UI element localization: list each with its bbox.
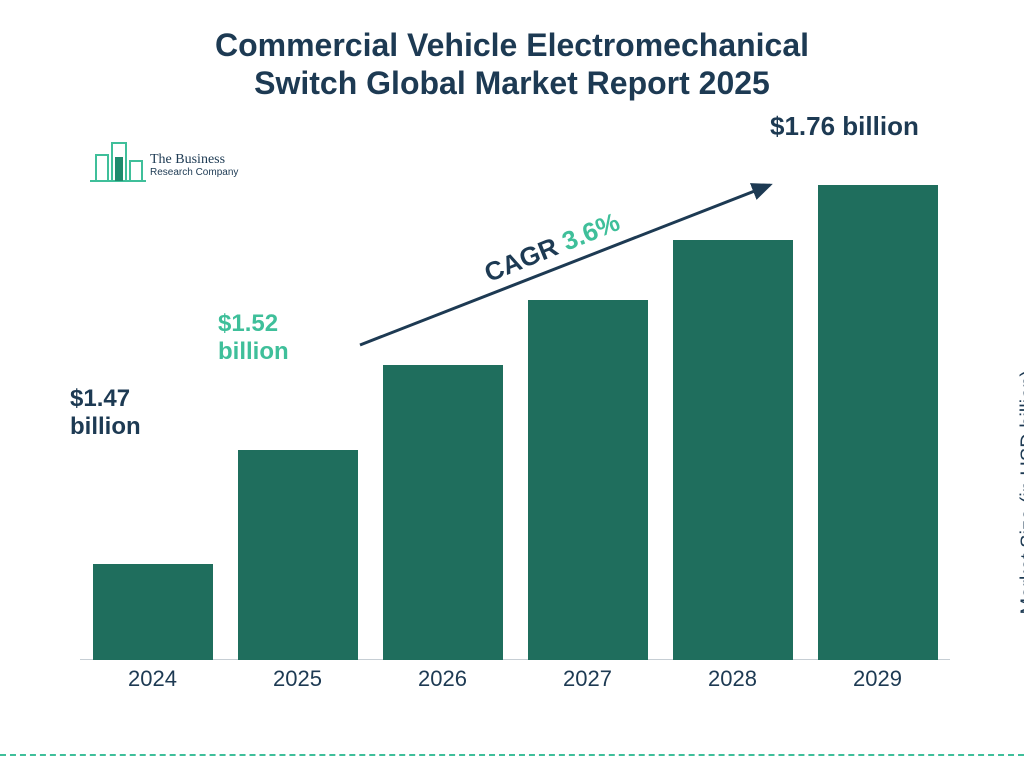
- page-title: Commercial Vehicle Electromechanical Swi…: [0, 26, 1024, 103]
- value-label-2029: $1.76 billion: [770, 112, 919, 142]
- value-label-2025: $1.52 billion: [218, 310, 289, 365]
- x-label: 2027: [515, 660, 660, 700]
- bar: [238, 450, 358, 660]
- bar: [383, 365, 503, 660]
- value-line-2: billion: [70, 413, 141, 440]
- x-label: 2028: [660, 660, 805, 700]
- value-text: $1.76 billion: [770, 111, 919, 141]
- value-label-2024: $1.47 billion: [70, 385, 141, 440]
- bar-2025: [225, 450, 370, 660]
- value-line-2: billion: [218, 338, 289, 365]
- bar-2028: [660, 240, 805, 660]
- x-label: 2029: [805, 660, 950, 700]
- x-label: 2026: [370, 660, 515, 700]
- bar-2029: [805, 185, 950, 660]
- bars-container: [80, 125, 950, 660]
- footer-divider: [0, 754, 1024, 756]
- y-axis-label: Market Size (in USD billion): [1018, 370, 1024, 615]
- x-label: 2025: [225, 660, 370, 700]
- bar: [93, 564, 213, 660]
- chart-page: Commercial Vehicle Electromechanical Swi…: [0, 0, 1024, 768]
- x-label: 2024: [80, 660, 225, 700]
- value-line-1: $1.47: [70, 385, 130, 412]
- bar: [818, 185, 938, 660]
- title-line-1: Commercial Vehicle Electromechanical: [215, 27, 809, 63]
- value-line-1: $1.52: [218, 310, 278, 337]
- bar: [673, 240, 793, 660]
- x-axis-labels: 2024 2025 2026 2027 2028 2029: [80, 660, 950, 700]
- title-line-2: Switch Global Market Report 2025: [254, 65, 770, 101]
- bar-2026: [370, 365, 515, 660]
- bar-chart: 2024 2025 2026 2027 2028 2029: [80, 125, 950, 700]
- bar-2027: [515, 300, 660, 660]
- bar: [528, 300, 648, 660]
- bar-2024: [80, 564, 225, 660]
